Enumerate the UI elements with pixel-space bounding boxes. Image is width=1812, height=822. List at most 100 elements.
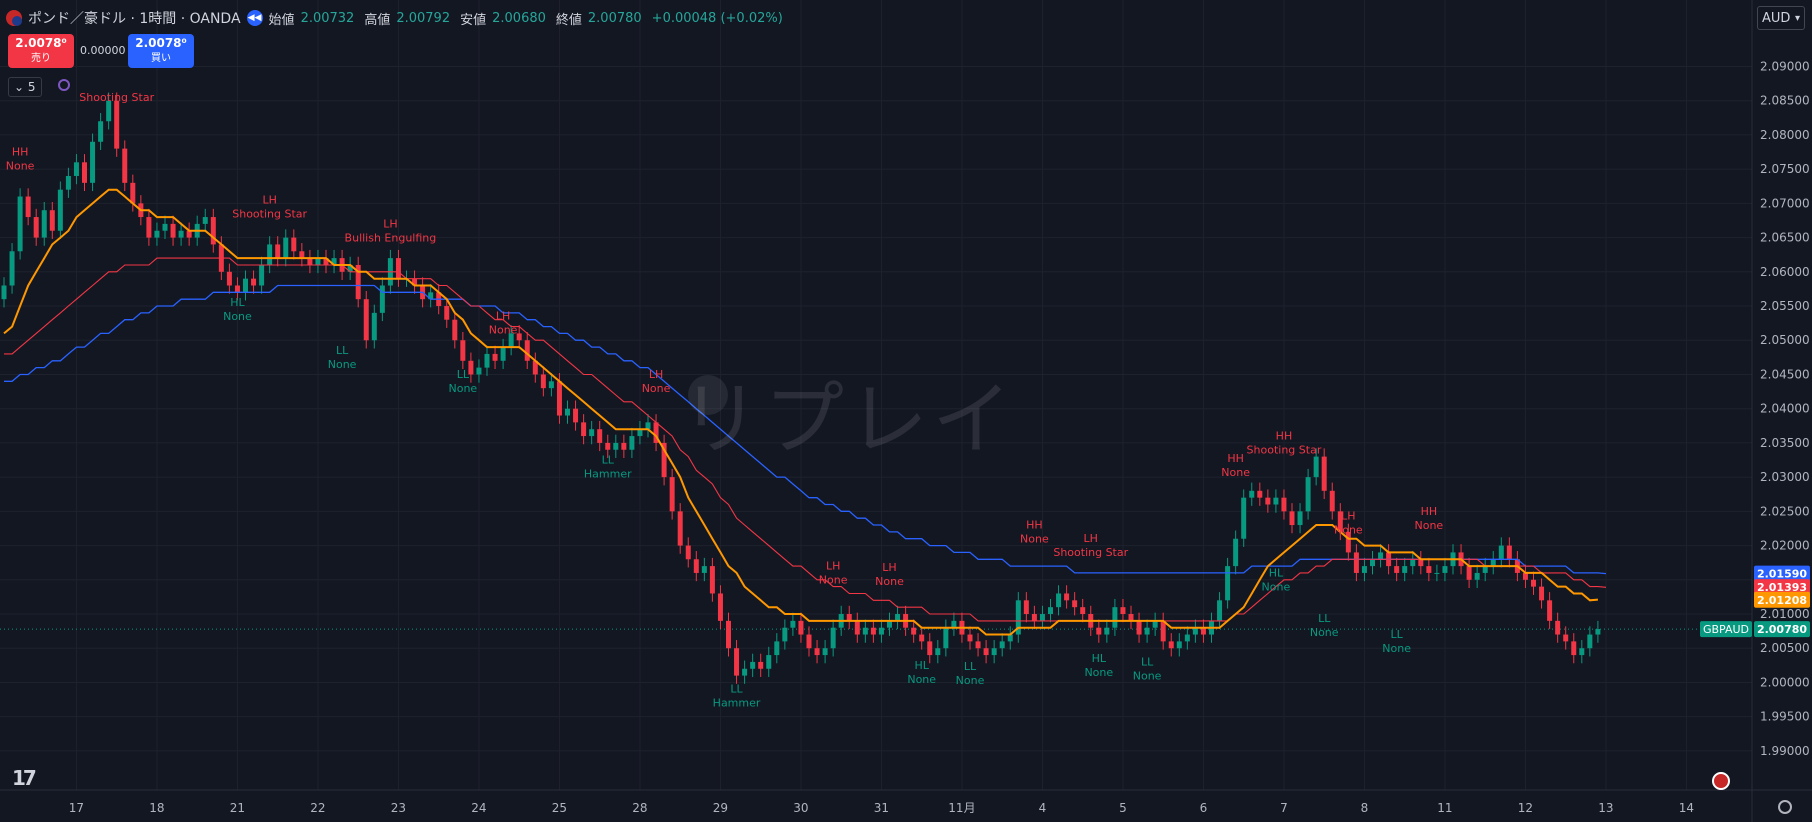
- candle-body: [65, 175, 71, 190]
- y-tick-label: 2.08000: [1760, 128, 1810, 142]
- candle-body: [895, 614, 901, 621]
- pattern-label: None: [489, 324, 518, 337]
- symbol-title[interactable]: ポンド／豪ドル · 1時間 · OANDA: [28, 11, 241, 27]
- symbol-tag-label: GBPAUD: [1703, 623, 1749, 636]
- candle-body: [943, 627, 949, 649]
- price-tag-label: 2.01393: [1757, 581, 1807, 594]
- x-tick-label: 29: [713, 801, 728, 815]
- swing-label: HH: [1276, 429, 1293, 442]
- pattern-label: None: [819, 574, 848, 587]
- pattern-label: None: [1334, 524, 1363, 537]
- uk-flag-icon[interactable]: [1712, 772, 1730, 790]
- candle-body: [1039, 614, 1045, 621]
- y-tick-label: 2.07000: [1760, 196, 1810, 210]
- swing-label: LL: [1141, 655, 1154, 668]
- swing-label: HL: [914, 659, 929, 672]
- swing-label: LH: [1084, 532, 1098, 545]
- price-tag: [1754, 579, 1810, 596]
- candle-body: [1241, 497, 1247, 539]
- buy-label: 買い: [151, 53, 171, 64]
- candle-body: [1056, 593, 1062, 608]
- pattern-label: None: [223, 310, 252, 323]
- candle-body: [452, 319, 458, 341]
- candle-body: [57, 189, 63, 231]
- swing-label: LH: [383, 217, 397, 230]
- candle-body: [130, 182, 136, 204]
- candle-body: [170, 223, 176, 238]
- candle-body: [1007, 634, 1013, 642]
- candle-body: [548, 381, 554, 389]
- candle-body: [1144, 627, 1150, 635]
- candle-body: [1217, 600, 1223, 621]
- x-tick-label: 5: [1119, 801, 1127, 815]
- tradingview-logo[interactable]: 17: [12, 766, 37, 790]
- swing-label: LL: [1391, 628, 1404, 641]
- pattern-label: Hammer: [713, 697, 761, 710]
- candle-body: [1539, 586, 1545, 601]
- close-value: 2.00780: [587, 10, 642, 26]
- candle-body: [162, 223, 168, 231]
- x-tick-label: 21: [230, 801, 245, 815]
- candle-body: [1225, 566, 1231, 601]
- low-label: 安値: [460, 12, 487, 28]
- candle-body: [371, 312, 377, 341]
- candle-body: [878, 627, 884, 635]
- y-tick-label: 2.00500: [1760, 641, 1810, 655]
- y-tick-label: 2.05000: [1760, 333, 1810, 347]
- pattern-label: None: [956, 674, 985, 687]
- candle-body: [1522, 572, 1528, 580]
- candle-body: [1531, 579, 1536, 587]
- candle-body: [870, 627, 876, 635]
- swing-label: HL: [1092, 652, 1107, 665]
- pattern-label: Shooting Star: [232, 207, 307, 220]
- candle-body: [677, 511, 683, 546]
- candle-body: [726, 620, 731, 649]
- candle-body: [1136, 620, 1142, 635]
- sell-button[interactable]: 2.0078⁰ 売り: [8, 34, 74, 68]
- candle-body: [363, 299, 369, 341]
- candle-body: [1120, 607, 1126, 615]
- y-tick-label: 2.06500: [1760, 231, 1810, 245]
- gear-icon[interactable]: [1778, 800, 1792, 814]
- candle-body: [186, 230, 192, 238]
- candle-body: [1587, 634, 1593, 649]
- candle-body: [621, 442, 627, 450]
- candle-body: [629, 436, 635, 450]
- candle-body: [500, 347, 506, 361]
- buy-button[interactable]: 2.0078⁰ 買い: [128, 34, 194, 68]
- swing-label: LH: [496, 310, 510, 323]
- pattern-label: Shooting Star: [79, 91, 154, 104]
- swing-label: HH: [12, 145, 29, 158]
- candle-body: [251, 278, 257, 286]
- x-tick-label: 11: [1437, 801, 1452, 815]
- candle-body: [355, 264, 361, 300]
- x-tick-label: 24: [471, 801, 486, 815]
- ema_mid-line: [4, 257, 1607, 622]
- candle-body: [1394, 566, 1400, 573]
- indicator-toggle[interactable]: ⌄ 5: [8, 77, 42, 97]
- candle-body: [717, 593, 723, 621]
- candle-body: [653, 422, 659, 443]
- candle-body: [613, 442, 619, 450]
- candle-body: [122, 148, 128, 183]
- swing-label: LL: [964, 660, 977, 673]
- candle-body: [1418, 559, 1424, 567]
- candle-body: [1080, 607, 1086, 615]
- swing-label: HH: [1026, 518, 1043, 531]
- candle-body: [1466, 566, 1472, 580]
- sync-icon[interactable]: [58, 79, 70, 91]
- candle-body: [17, 196, 23, 252]
- candle-body: [154, 230, 160, 238]
- candle-body: [468, 360, 474, 375]
- candle-body: [790, 620, 796, 628]
- candle-body: [1273, 497, 1279, 505]
- candle-body: [1160, 620, 1166, 642]
- currency-select[interactable]: AUD: [1757, 6, 1805, 31]
- candle-body: [484, 353, 490, 368]
- candle-body: [1434, 572, 1440, 574]
- candle-body: [106, 100, 112, 122]
- replay-icon[interactable]: ◀◀: [246, 10, 263, 26]
- candle-body: [967, 634, 973, 642]
